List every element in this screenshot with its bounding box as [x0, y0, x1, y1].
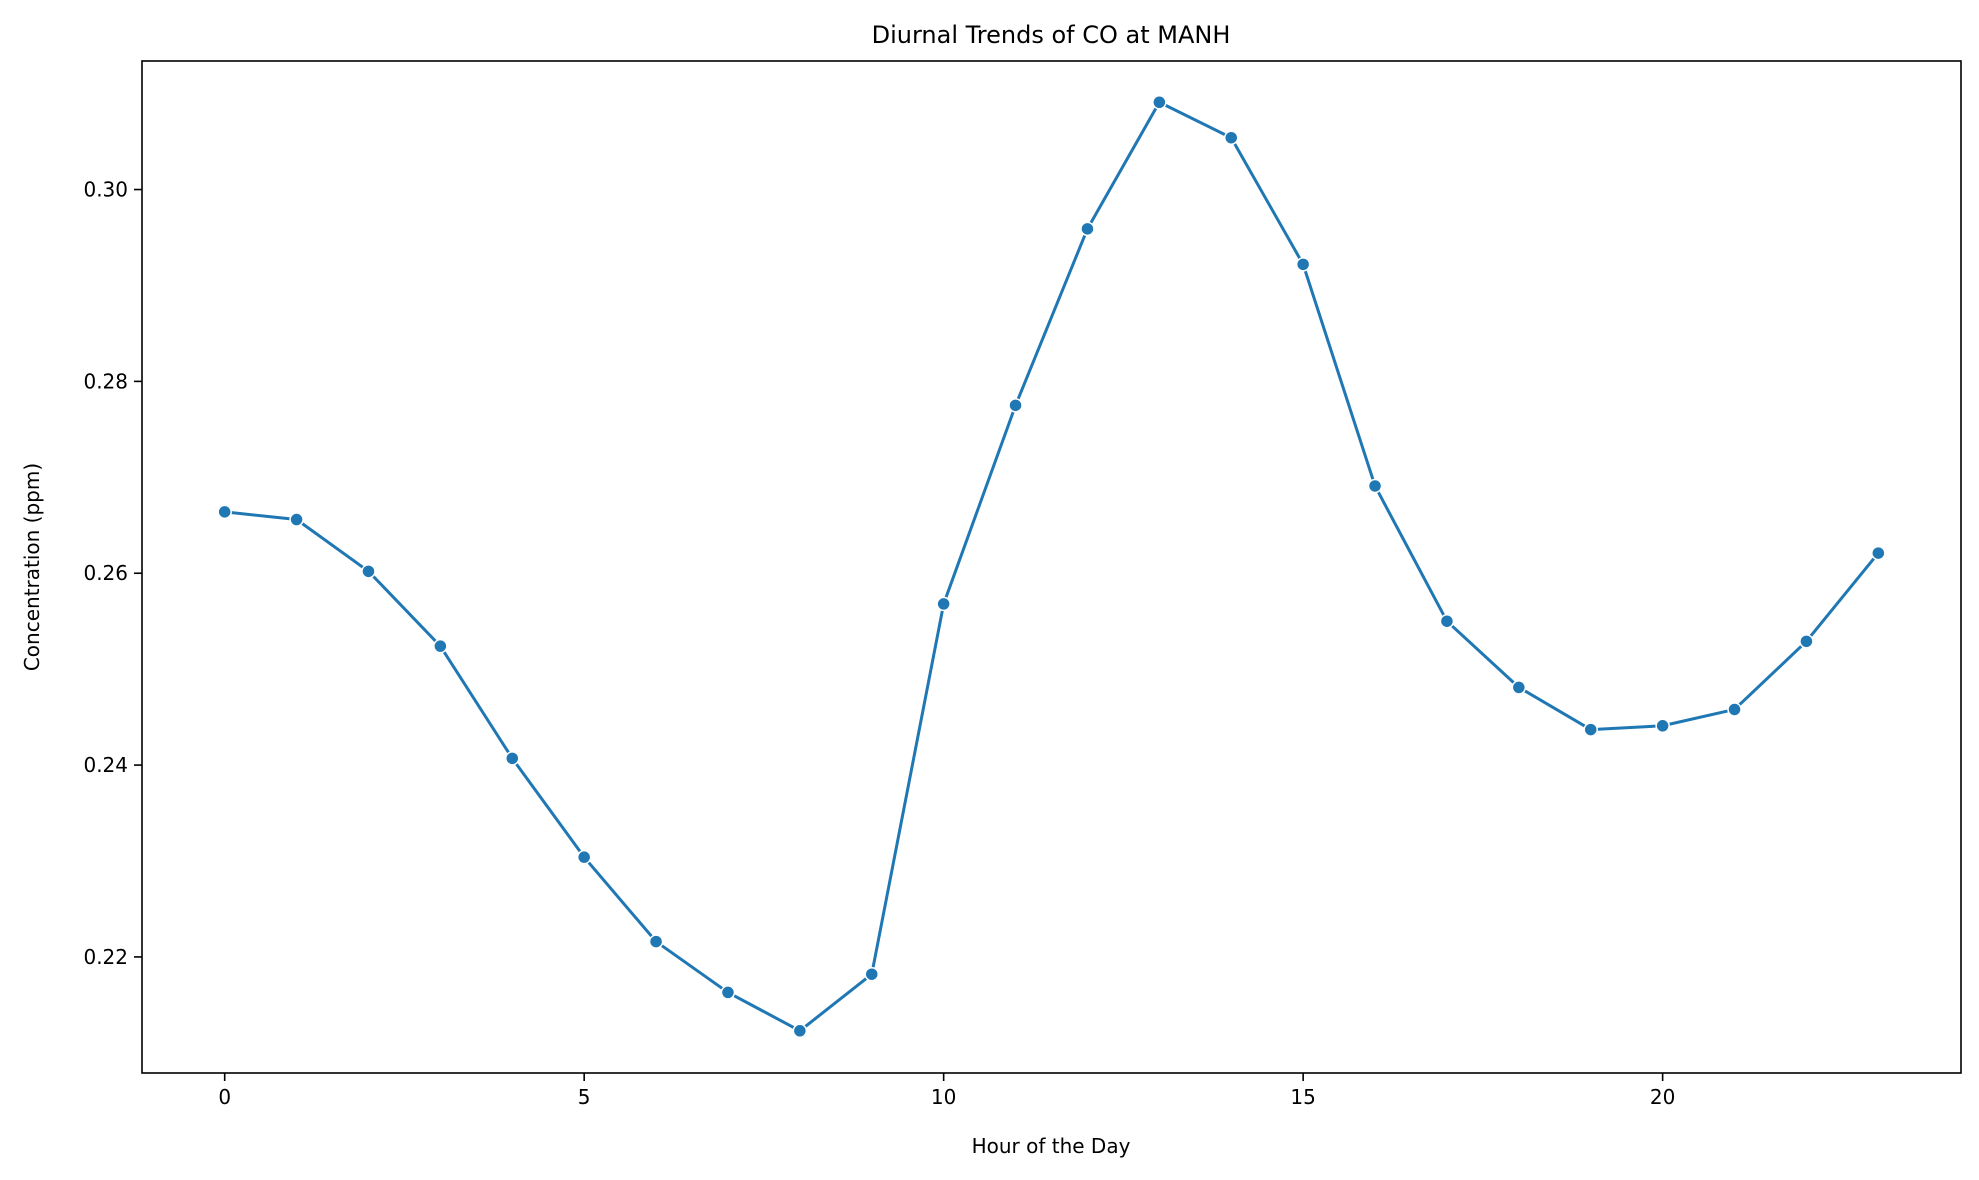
x-axis-ticks: 0 5 10 15 20 [218, 1073, 1675, 1109]
data-point [433, 638, 448, 654]
data-point [936, 596, 951, 612]
data-point [1583, 722, 1598, 737]
axes-frame [141, 60, 1962, 1074]
y-tick-label: 0.26 [83, 561, 128, 585]
y-tick-label: 0.24 [83, 753, 128, 777]
x-tick-label: 20 [1650, 1085, 1675, 1109]
data-point [361, 564, 376, 579]
data-point [1008, 398, 1023, 413]
data-point [1080, 221, 1095, 237]
y-tick-label: 0.22 [83, 945, 128, 969]
x-tick-label: 0 [218, 1085, 231, 1109]
y-tick-label: 0.28 [83, 369, 128, 393]
data-point [1799, 634, 1814, 649]
data-point [792, 1023, 808, 1039]
chart-title: Diurnal Trends of CO at MANH [872, 21, 1231, 49]
x-tick-label: 5 [578, 1085, 591, 1109]
data-point [648, 934, 664, 949]
series-line [223, 100, 1880, 1033]
data-point [1439, 613, 1455, 629]
data-point [864, 966, 880, 982]
data-point [1511, 680, 1527, 695]
data-point [1727, 702, 1742, 717]
data-point [1152, 94, 1167, 110]
x-tick-label: 15 [1290, 1085, 1315, 1109]
plot-area [217, 94, 1886, 1039]
data-point [217, 504, 232, 520]
x-tick-label: 10 [931, 1085, 956, 1109]
data-point [1871, 545, 1886, 561]
x-axis-label: Hour of the Day [972, 1134, 1131, 1158]
data-point [1295, 257, 1311, 272]
data-point [576, 849, 592, 865]
data-point [505, 751, 520, 766]
data-point [289, 512, 304, 527]
data-point [720, 985, 736, 1000]
data-point [1655, 718, 1670, 734]
data-point [1223, 130, 1239, 145]
data-point [1367, 478, 1383, 494]
y-tick-label: 0.30 [83, 178, 128, 202]
y-axis-label: Concentration (ppm) [20, 463, 44, 671]
y-axis-ticks: 0.22 0.24 0.26 0.28 0.30 [83, 178, 142, 969]
